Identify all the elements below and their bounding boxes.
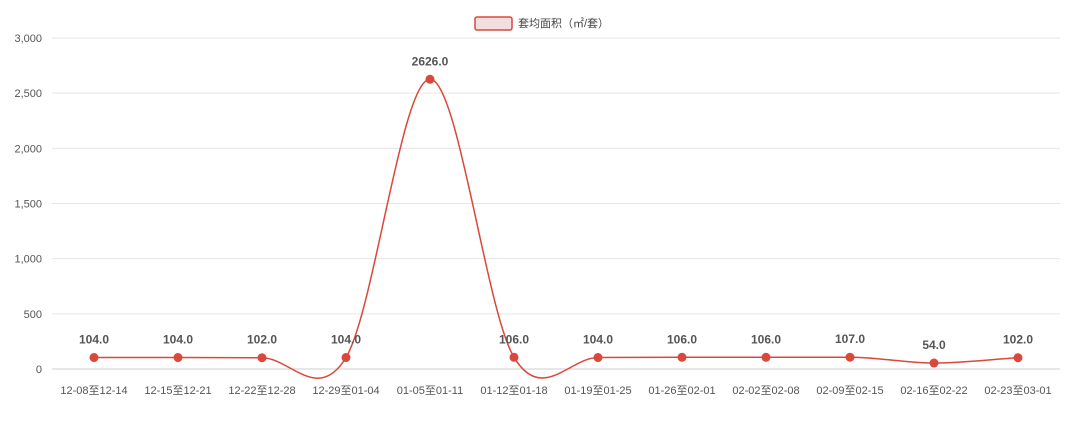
legend-swatch — [474, 16, 513, 31]
y-tick-label: 2,000 — [14, 143, 42, 155]
y-tick-label: 2,500 — [14, 88, 42, 100]
x-tick-label: 12-15至12-21 — [144, 385, 211, 397]
x-tick-label: 12-08至12-14 — [60, 385, 127, 397]
data-point[interactable] — [341, 353, 351, 363]
y-axis: 0 500 1,000 1,500 2,000 2,500 3,000 — [14, 33, 42, 376]
data-labels: 104.0 104.0 102.0 104.0 2626.0 106.0 104.0 106.… — [79, 54, 1033, 352]
data-point[interactable] — [257, 353, 267, 363]
y-tick-label: 3,000 — [14, 33, 42, 45]
series-line — [94, 78, 1019, 379]
data-label: 2626.0 — [412, 54, 449, 68]
x-tick-label: 12-29至01-04 — [312, 385, 379, 397]
data-point[interactable] — [845, 352, 855, 362]
data-point[interactable] — [509, 352, 519, 362]
data-label: 102.0 — [1003, 333, 1033, 347]
data-label: 102.0 — [247, 333, 277, 347]
legend[interactable]: 套均面积（㎡/套） — [474, 16, 609, 31]
data-label: 106.0 — [499, 332, 529, 346]
x-tick-label: 02-16至02-22 — [900, 385, 967, 397]
x-tick-label: 02-09至02-15 — [816, 385, 883, 397]
data-label: 106.0 — [667, 332, 697, 346]
data-label: 104.0 — [583, 333, 613, 347]
data-label: 54.0 — [922, 338, 946, 352]
x-axis: 12-08至12-14 12-15至12-21 12-22至12-28 12-29至0… — [52, 368, 1060, 397]
data-label: 107.0 — [835, 332, 865, 346]
x-tick-label: 01-19至01-25 — [564, 385, 631, 397]
data-label: 104.0 — [79, 333, 109, 347]
series-area — [89, 74, 1023, 379]
x-tick-label: 02-02至02-08 — [732, 385, 799, 397]
x-tick-label: 01-12至01-18 — [480, 385, 547, 397]
data-point[interactable] — [173, 353, 183, 363]
data-label: 104.0 — [163, 333, 193, 347]
gridlines — [52, 37, 1060, 315]
x-tick-label: 01-05至01-11 — [397, 385, 463, 397]
x-tick-label: 12-22至12-28 — [228, 385, 295, 397]
x-tick-label: 02-23至03-01 — [984, 385, 1051, 397]
legend-label: 套均面积（㎡/套） — [518, 17, 609, 30]
y-tick-label: 1,000 — [14, 254, 42, 266]
x-tick-label: 01-26至02-01 — [648, 385, 715, 397]
data-point[interactable] — [761, 352, 771, 362]
y-tick-label: 500 — [24, 309, 42, 321]
data-point[interactable] — [1013, 353, 1023, 363]
data-label: 104.0 — [331, 333, 361, 347]
data-point[interactable] — [425, 74, 435, 84]
y-tick-label: 0 — [36, 364, 42, 376]
data-point[interactable] — [677, 352, 687, 362]
data-point[interactable] — [89, 353, 99, 363]
y-tick-label: 1,500 — [14, 199, 42, 211]
data-point[interactable] — [593, 353, 603, 363]
data-point[interactable] — [929, 358, 939, 368]
data-label: 106.0 — [751, 332, 781, 346]
